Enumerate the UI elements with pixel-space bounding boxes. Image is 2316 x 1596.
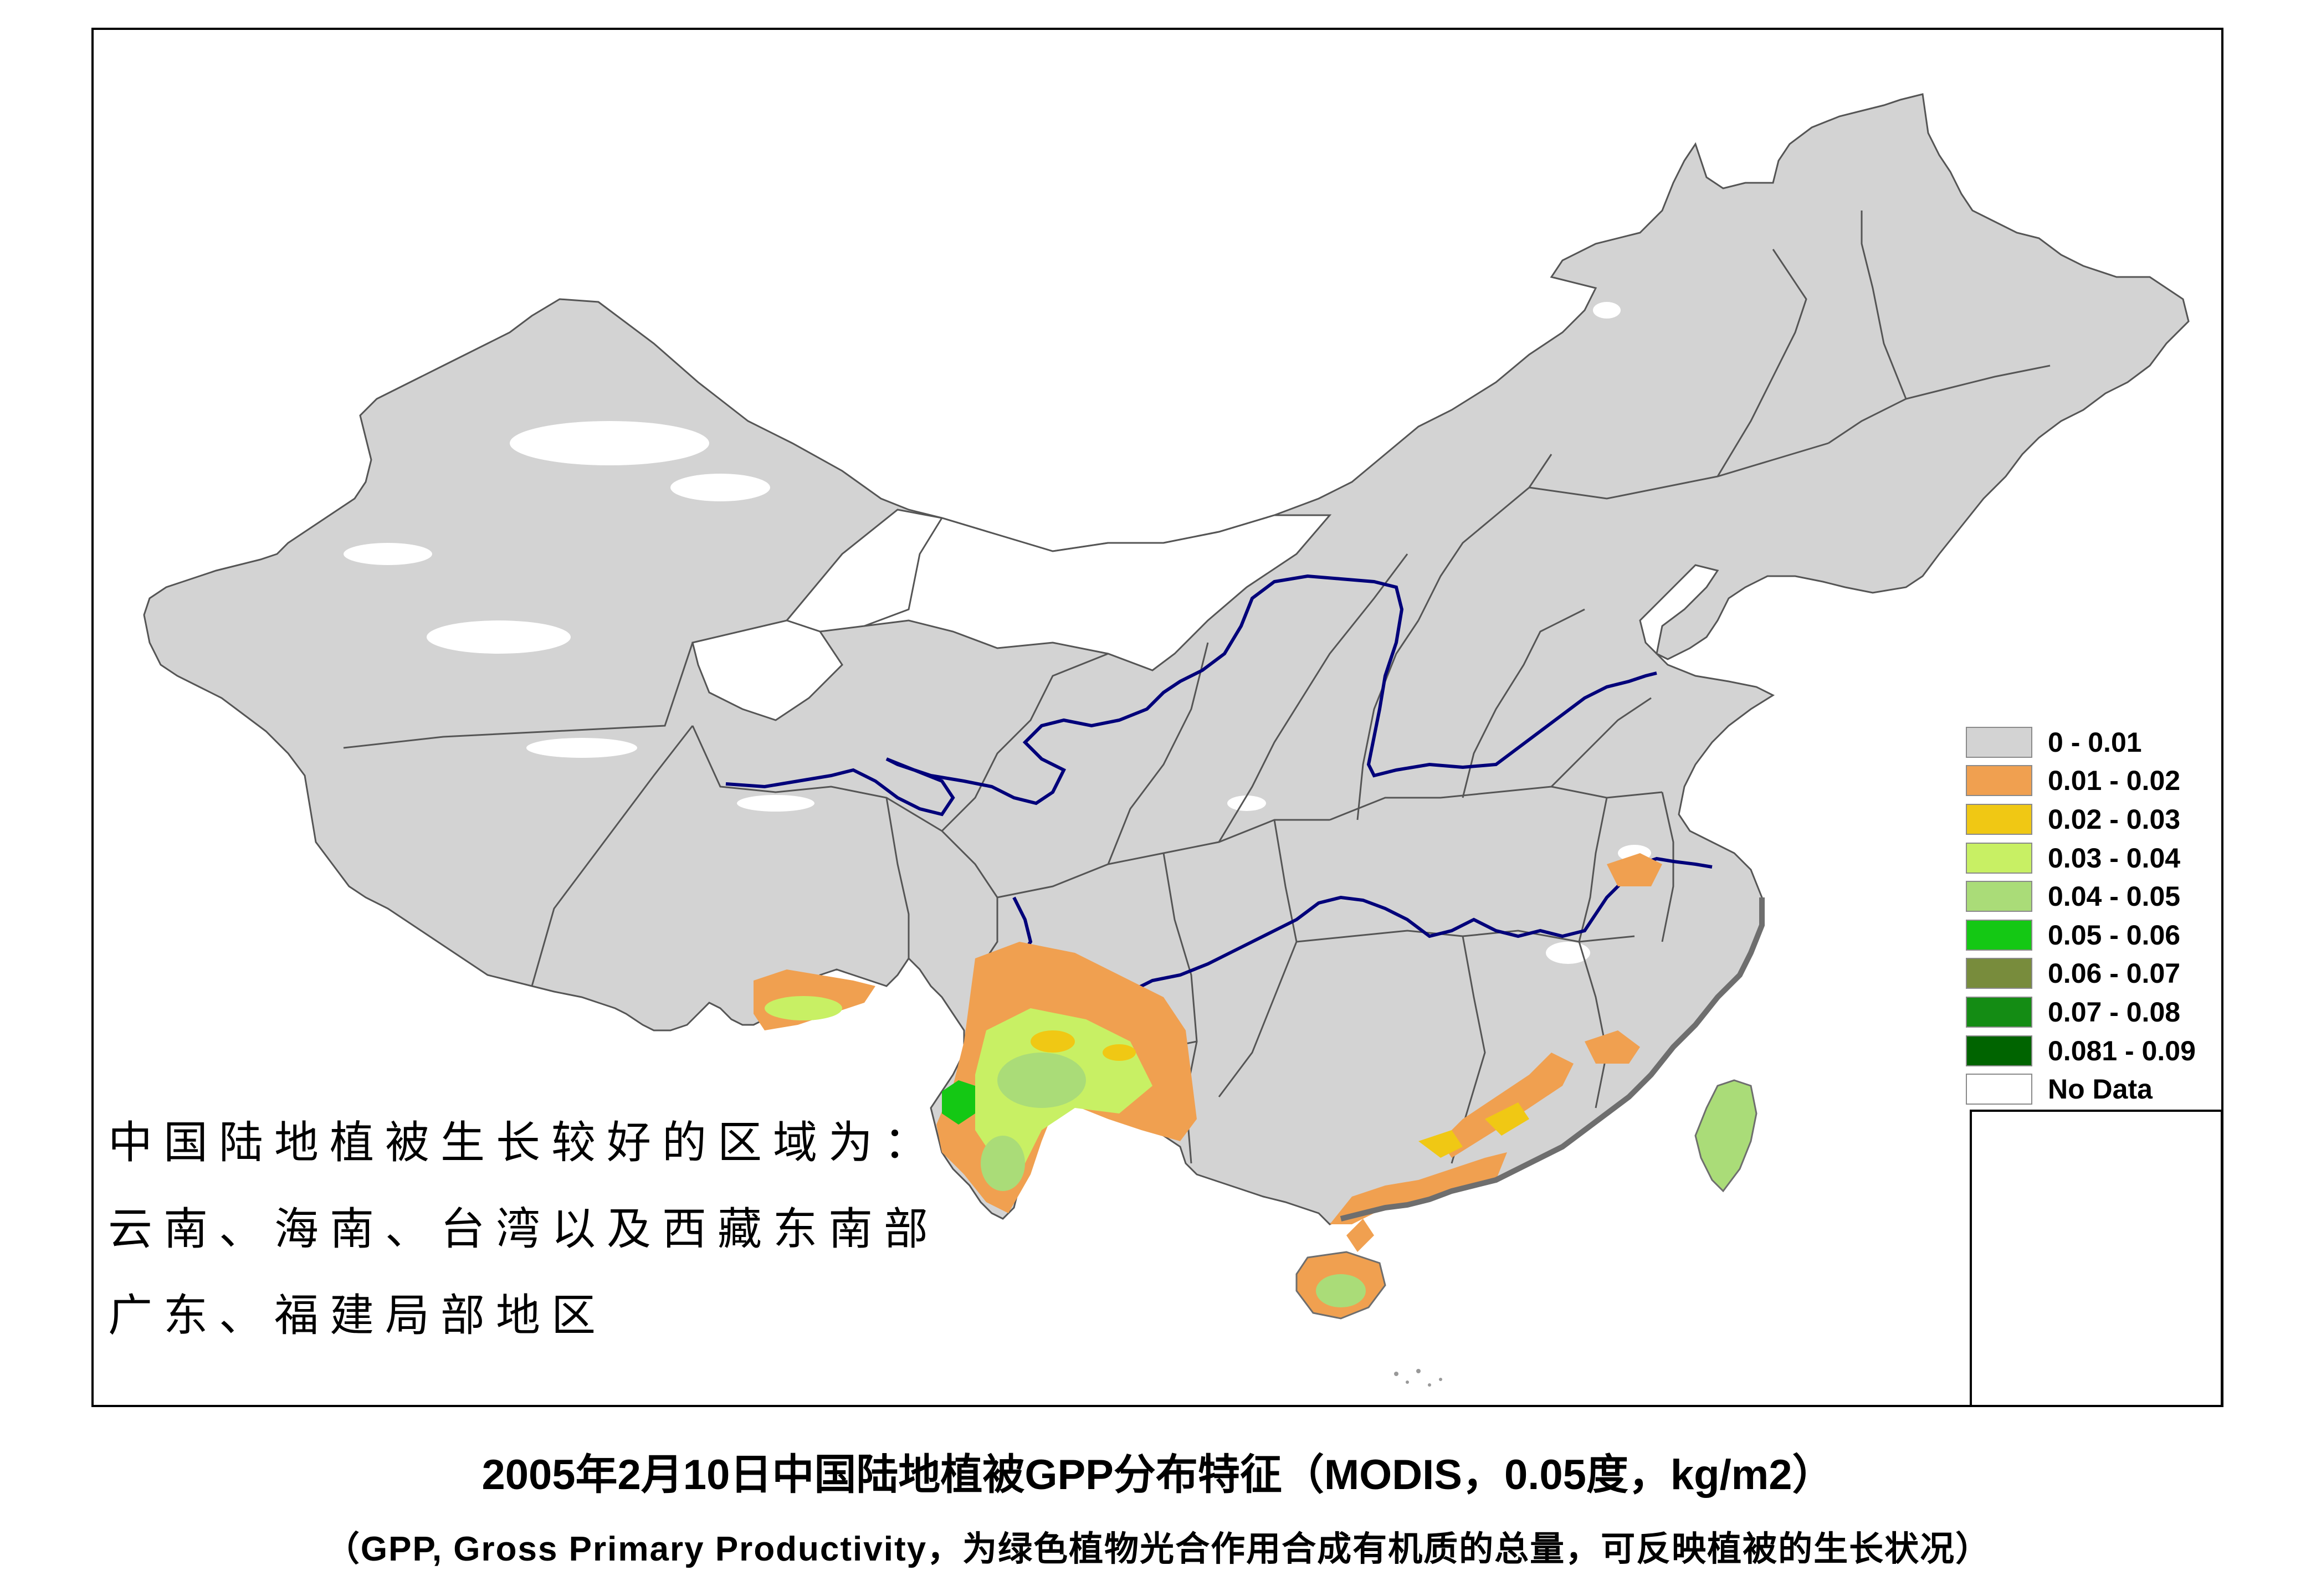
legend-item: 0 - 0.01 xyxy=(1966,723,2221,762)
no-data-region-west xyxy=(691,619,843,721)
legend-label: 0.01 - 0.02 xyxy=(2048,765,2181,797)
province-boundaries xyxy=(343,211,2051,1164)
map-subtitle: （GPP, Gross Primary Productivity，为绿色植物光合… xyxy=(325,1530,1991,1568)
yellow-river xyxy=(725,574,1657,817)
se-coastline xyxy=(1340,897,1765,1222)
legend-item: 0.02 - 0.03 xyxy=(1966,800,2221,839)
legend-swatch xyxy=(1966,803,2032,835)
legend-swatch xyxy=(1966,1074,2032,1105)
legend-item: 0.05 - 0.06 xyxy=(1966,916,2221,954)
legend-label: 0.07 - 0.08 xyxy=(2048,996,2181,1028)
annotation-text: 中国陆地植被生长较好的区域为： 云南、海南、台湾以及西藏东南部 广东、福建局部地… xyxy=(108,1100,939,1359)
legend-label: 0.06 - 0.07 xyxy=(2048,958,2181,989)
annotation-line-2: 云南、海南、台湾以及西藏东南部 xyxy=(108,1203,939,1255)
map-title: 2005年2月10日中国陆地植被GPP分布特征（MODIS，0.05度，kg/m… xyxy=(481,1451,1835,1499)
south-islands xyxy=(1394,1369,1442,1387)
legend-item: 0.081 - 0.09 xyxy=(1966,1032,2221,1070)
legend-item: No Data xyxy=(1966,1070,2221,1109)
gpp-vegetation-patches xyxy=(754,853,1662,1252)
legend-swatch xyxy=(1966,919,2032,951)
taiwan-island xyxy=(1694,1079,1758,1193)
legend-swatch xyxy=(1966,842,2032,874)
legend-label: 0.02 - 0.03 xyxy=(2048,803,2181,835)
legend-swatch xyxy=(1966,958,2032,989)
no-data-specks xyxy=(344,302,1651,964)
legend-item: 0.01 - 0.02 xyxy=(1966,762,2221,800)
legend-label: 0.03 - 0.04 xyxy=(2048,842,2181,874)
legend-label: 0.04 - 0.05 xyxy=(2048,881,2181,912)
legend-swatch xyxy=(1966,881,2032,912)
legend-label: 0 - 0.01 xyxy=(2048,726,2142,758)
legend-swatch xyxy=(1966,765,2032,797)
inset-frame xyxy=(1970,1110,2223,1407)
legend-label: 0.05 - 0.06 xyxy=(2048,919,2181,951)
legend: 0 - 0.01 0.01 - 0.02 0.02 - 0.03 0.03 - 0.0… xyxy=(1966,723,2221,1109)
annotation-line-1: 中国陆地植被生长较好的区域为： xyxy=(108,1117,939,1168)
legend-label: No Data xyxy=(2048,1074,2153,1105)
legend-swatch xyxy=(1966,1035,2032,1066)
annotation-line-3: 广东、福建局部地区 xyxy=(108,1290,607,1341)
hainan-green-patch xyxy=(1316,1274,1366,1307)
legend-swatch xyxy=(1966,996,2032,1028)
legend-item: 0.04 - 0.05 xyxy=(1966,877,2221,916)
legend-item: 0.06 - 0.07 xyxy=(1966,954,2221,993)
legend-item: 0.03 - 0.04 xyxy=(1966,839,2221,877)
legend-label: 0.081 - 0.09 xyxy=(2048,1035,2196,1066)
legend-swatch xyxy=(1966,726,2032,758)
legend-item: 0.07 - 0.08 xyxy=(1966,993,2221,1032)
